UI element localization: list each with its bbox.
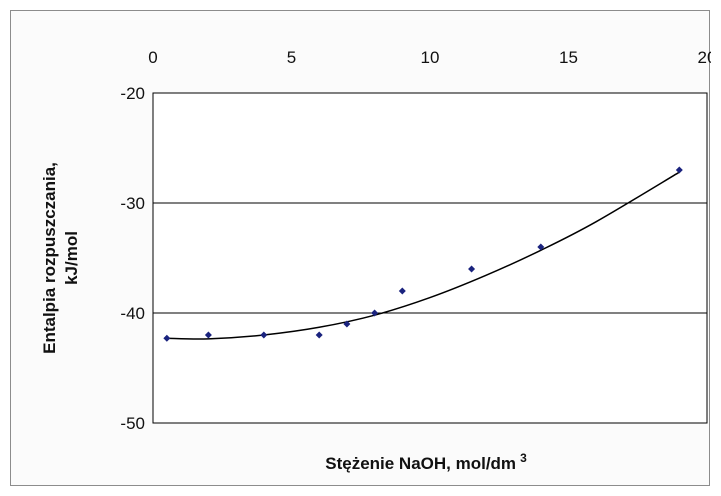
- y-tick-label: -20: [120, 84, 145, 103]
- trendline: [166, 171, 680, 340]
- y-tick-label: -40: [120, 304, 145, 323]
- y-axis-title-group: Entalpia rozpuszczania, kJ/mol: [40, 162, 81, 354]
- x-tick-label: 15: [559, 48, 578, 67]
- data-point: [204, 331, 212, 339]
- data-point: [398, 287, 406, 295]
- data-point: [675, 166, 683, 174]
- data-points: [163, 166, 683, 342]
- x-axis-title: Stężenie NaOH, mol/dm 3: [325, 451, 527, 473]
- data-point: [371, 309, 379, 317]
- data-point: [163, 334, 171, 342]
- grid-lines: [153, 202, 707, 314]
- data-point: [468, 265, 476, 273]
- x-tick-labels: 0 5 10 15 20: [148, 48, 711, 67]
- y-tick-labels: -20 -30 -40 -50: [120, 84, 145, 433]
- x-tick-label: 5: [287, 48, 296, 67]
- y-tick-label: -30: [120, 194, 145, 213]
- data-point: [315, 331, 323, 339]
- x-tick-label: 10: [421, 48, 440, 67]
- chart-frame: 0 5 10 15 20 -20 -30 -40 -50 Stężenie NaOH, mol…: [10, 10, 711, 486]
- data-point: [537, 243, 545, 251]
- data-point: [260, 331, 268, 339]
- plot-area: [152, 92, 708, 424]
- data-point: [343, 320, 351, 328]
- x-tick-label: 20: [698, 48, 711, 67]
- y-tick-label: -50: [120, 414, 145, 433]
- scatter-chart: 0 5 10 15 20 -20 -30 -40 -50 Stężenie NaOH, mol…: [40, 48, 711, 473]
- x-tick-label: 0: [148, 48, 157, 67]
- y-axis-title-line2: kJ/mol: [62, 231, 81, 285]
- y-axis-title-line1: Entalpia rozpuszczania,: [40, 162, 59, 354]
